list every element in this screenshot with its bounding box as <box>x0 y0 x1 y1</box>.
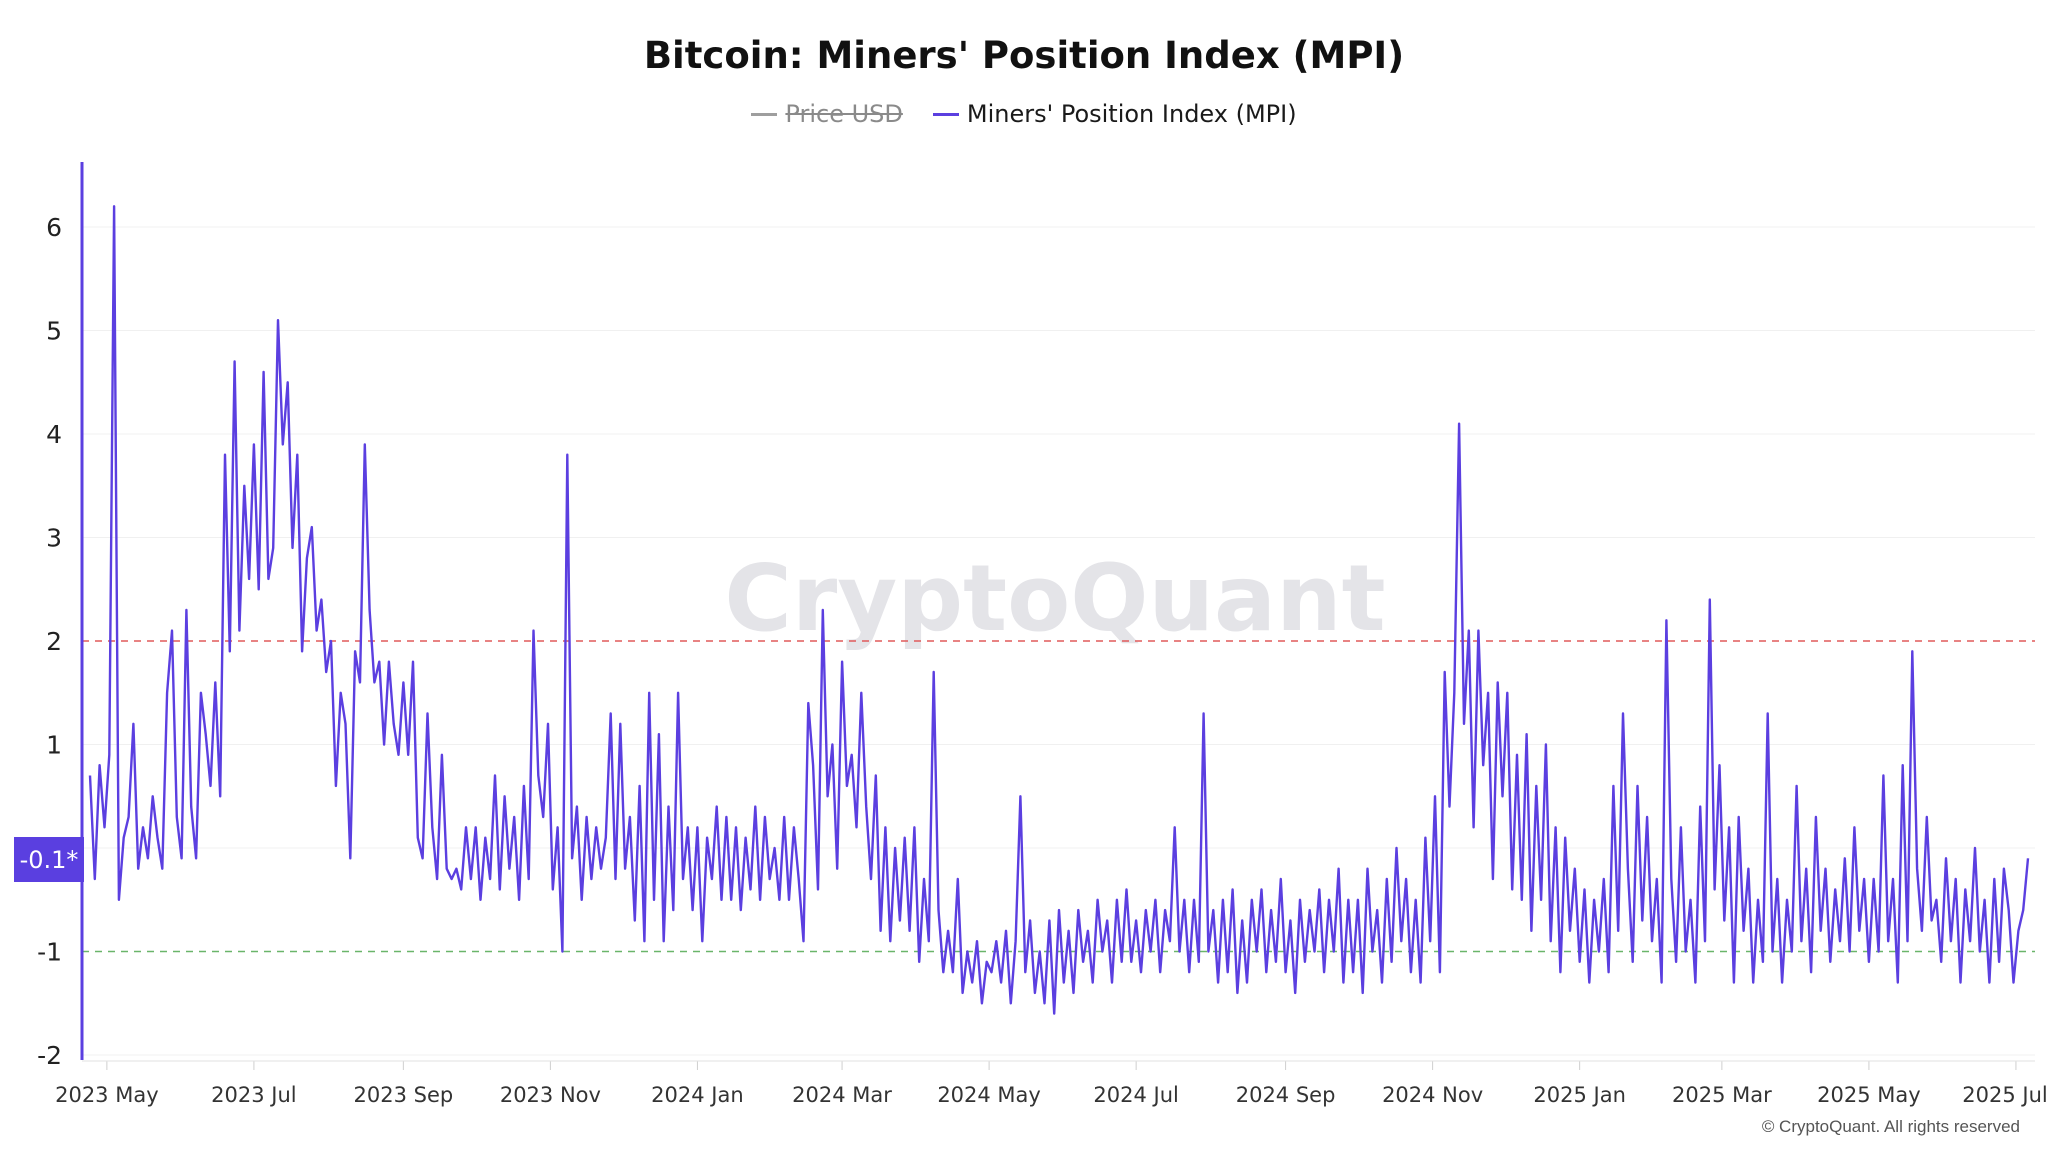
x-tick-label: 2024 May <box>937 1083 1041 1107</box>
copyright-text: © CryptoQuant. All rights reserved <box>1761 1117 2020 1136</box>
y-tick-label: -2 <box>37 1041 62 1070</box>
x-axis-ticks: 2023 May 2023 Jul 2023 Sep 2023 Nov 2024 Jan… <box>55 1061 2048 1107</box>
legend-swatch-price <box>751 112 778 116</box>
x-tick-label: 2024 Nov <box>1382 1083 1483 1107</box>
y-tick-label: 4 <box>46 420 62 449</box>
y-tick-label: 5 <box>46 317 62 346</box>
legend-swatch-mpi <box>932 112 959 116</box>
y-axis-ticks: 6 5 4 3 2 1 -1 -2 <box>37 213 62 1070</box>
x-tick-label: 2024 Jan <box>651 1083 744 1107</box>
x-tick-label: 2023 Sep <box>354 1083 454 1107</box>
legend: Price USD Miners' Position Index (MPI) <box>0 100 2048 128</box>
x-tick-label: 2025 Jan <box>1533 1083 1626 1107</box>
legend-label-price: Price USD <box>785 100 903 128</box>
legend-item-mpi[interactable]: Miners' Position Index (MPI) <box>932 100 1297 128</box>
watermark: CryptoQuant <box>724 545 1385 652</box>
y-tick-label: 1 <box>46 731 62 760</box>
x-tick-label: 2025 Jul <box>1962 1083 2047 1107</box>
y-tick-label: 3 <box>46 524 62 553</box>
x-tick-label: 2024 Mar <box>792 1083 892 1107</box>
series-line-mpi <box>88 205 2030 1015</box>
x-tick-label: 2024 Sep <box>1236 1083 1336 1107</box>
x-tick-label: 2023 May <box>55 1083 159 1107</box>
legend-item-price[interactable]: Price USD <box>751 100 903 128</box>
y-tick-label: 2 <box>46 627 62 656</box>
x-tick-label: 2025 Mar <box>1672 1083 1772 1107</box>
x-tick-label: 2023 Jul <box>211 1083 296 1107</box>
current-value-label: -0.1* <box>14 837 84 882</box>
y-tick-label: -1 <box>37 938 62 967</box>
y-tick-label: 6 <box>46 213 62 242</box>
x-tick-label: 2025 May <box>1817 1083 1921 1107</box>
chart-title: Bitcoin: Miners' Position Index (MPI) <box>643 34 1405 77</box>
legend-label-mpi: Miners' Position Index (MPI) <box>966 100 1297 128</box>
x-tick-label: 2023 Nov <box>500 1083 601 1107</box>
x-tick-label: 2024 Jul <box>1093 1083 1178 1107</box>
